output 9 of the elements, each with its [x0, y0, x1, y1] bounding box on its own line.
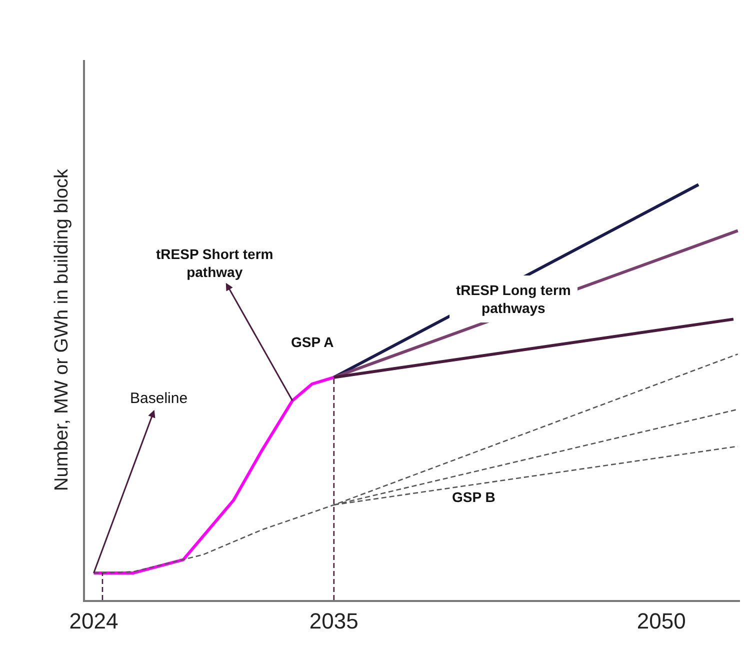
- x-tick-label: 2050: [636, 608, 686, 634]
- annotation: Baseline: [130, 390, 188, 407]
- x-tick-label: 2024: [69, 608, 118, 634]
- annotation: GSP A: [291, 334, 334, 350]
- annotation: tRESP Long term pathways: [456, 282, 571, 316]
- x-tick-label: 2035: [309, 608, 358, 634]
- y-axis-title: Number, MW or GWh in building block: [51, 168, 72, 492]
- annotation: GSP B: [452, 489, 496, 505]
- annotation: tRESP Short term pathway: [156, 246, 274, 280]
